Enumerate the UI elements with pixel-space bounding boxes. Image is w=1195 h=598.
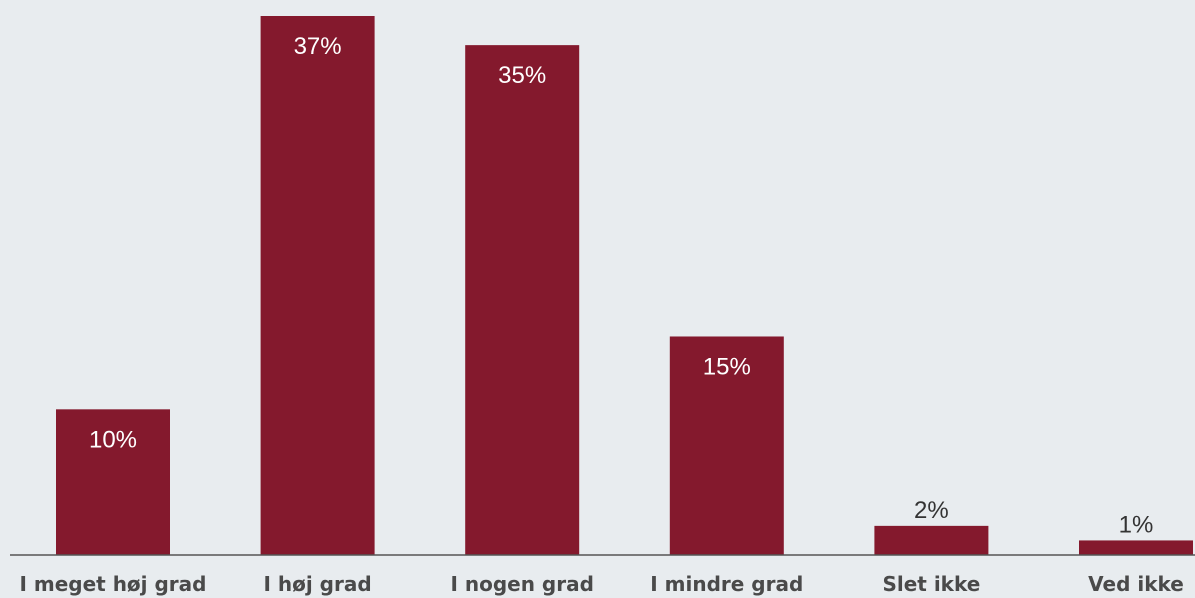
category-labels-group: I meget høj grad I høj grad I nogen grad I …: [19, 572, 1183, 596]
value-label-slet-ikke: 2%: [914, 497, 949, 524]
category-label-i-hoj-grad: I høj grad: [263, 572, 371, 596]
value-label-i-meget-hoj-grad: 10%: [89, 426, 137, 453]
value-label-i-nogen-grad: 35%: [498, 62, 546, 89]
value-label-i-hoj-grad: 37%: [294, 33, 342, 60]
bars-group: [56, 16, 1193, 556]
bar-ved-ikke: [1079, 540, 1193, 555]
value-label-i-mindre-grad: 15%: [703, 353, 751, 380]
bar-i-hoj-grad: [260, 16, 375, 555]
category-label-ved-ikke: Ved ikke: [1088, 572, 1184, 596]
category-label-i-meget-hoj-grad: I meget høj grad: [19, 572, 206, 596]
bar-i-nogen-grad: [465, 45, 580, 556]
category-label-slet-ikke: Slet ikke: [882, 572, 980, 596]
value-labels-group: 10% 37% 35% 15% 2% 1%: [89, 33, 1153, 538]
bar-i-mindre-grad: [669, 336, 784, 555]
category-label-i-mindre-grad: I mindre grad: [650, 572, 803, 596]
bar-slet-ikke: [874, 525, 989, 555]
bar-i-meget-hoj-grad: [56, 409, 170, 555]
category-label-i-nogen-grad: I nogen grad: [450, 572, 593, 596]
value-label-ved-ikke: 1%: [1119, 511, 1154, 538]
